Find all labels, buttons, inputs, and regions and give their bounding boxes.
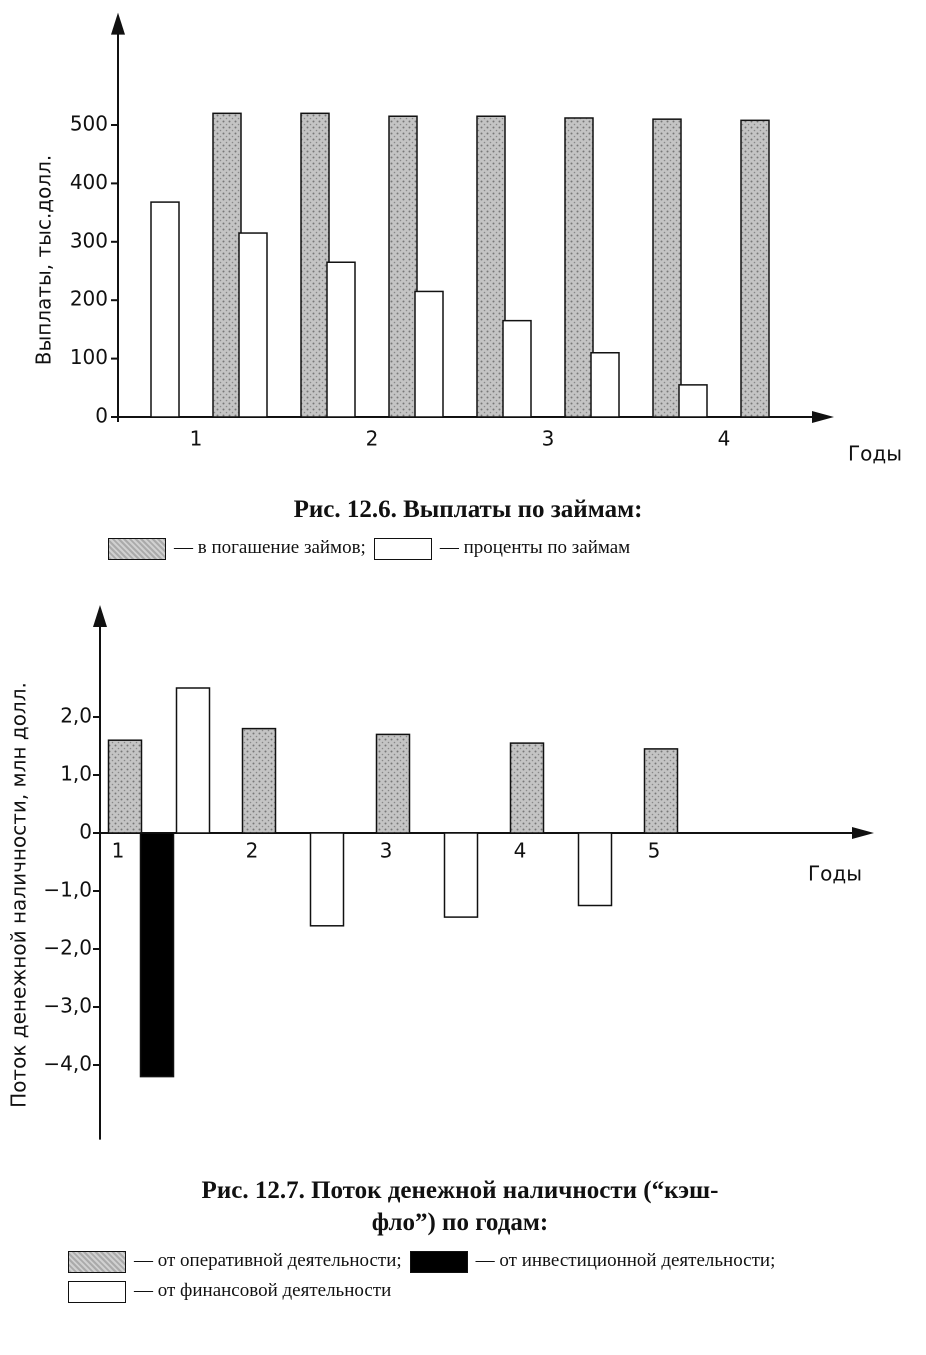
x-arrow: [812, 411, 834, 423]
bar: [577, 832, 613, 907]
y-axis-label: Поток денежной наличности, млн долл.: [7, 682, 31, 1108]
bar: [678, 384, 708, 418]
y-tick-label: 0: [79, 820, 92, 844]
bar: [443, 832, 479, 918]
bar: [107, 739, 143, 834]
legend-label: — проценты по займам: [439, 537, 631, 558]
y-arrow: [93, 605, 107, 627]
bar: [388, 115, 418, 418]
bar: [643, 748, 679, 834]
legend-label: — в погашение займов;: [174, 537, 366, 558]
legend-label: — от инвестиционной деятельности;: [475, 1250, 776, 1271]
x-axis-label: Годы: [848, 442, 902, 466]
y-tick-label: −1,0: [43, 878, 92, 902]
bar: [241, 727, 277, 834]
x-tick-label: 4: [514, 839, 527, 863]
y-tick-label: 500: [70, 112, 108, 136]
bar: [212, 112, 242, 418]
legend-swatch: [409, 1250, 468, 1273]
chart-title: Рис. 12.7. Поток денежной наличности (“к…: [201, 1177, 719, 1236]
bar: [740, 119, 770, 418]
legend-swatch: [373, 537, 432, 560]
bar: [326, 261, 356, 418]
bar: [375, 733, 411, 834]
y-tick-label: 2,0: [60, 704, 92, 728]
y-tick-label: −4,0: [43, 1052, 92, 1076]
x-tick-label: 4: [718, 427, 731, 451]
y-tick-label: −3,0: [43, 994, 92, 1018]
y-tick-label: 100: [70, 345, 108, 369]
bar: [509, 742, 545, 834]
y-tick-label: 300: [70, 228, 108, 252]
legend-swatch: [108, 537, 166, 560]
bar: [238, 232, 268, 418]
x-arrow: [852, 827, 874, 839]
bar: [150, 201, 180, 418]
legend-label: — от финансовой деятельности: [134, 1280, 392, 1301]
bar: [502, 319, 532, 418]
bar: [309, 832, 345, 927]
y-tick-label: −2,0: [43, 936, 92, 960]
y-tick-label: 400: [70, 170, 108, 194]
x-tick-label: 2: [366, 427, 379, 451]
x-tick-label: 1: [112, 839, 125, 863]
chart-title: Рис. 12.6. Выплаты по займам:: [293, 496, 643, 523]
y-arrow: [111, 12, 125, 35]
y-tick-label: 1,0: [60, 762, 92, 786]
y-axis-label: Выплаты, тыс.долл.: [32, 155, 56, 366]
x-tick-label: 3: [542, 427, 555, 451]
x-tick-label: 3: [380, 839, 393, 863]
legend: — в погашение займов; — проценты по займа…: [100, 533, 860, 563]
bar: [414, 290, 444, 418]
bar: [300, 112, 330, 418]
bar: [476, 115, 506, 418]
bar: [564, 117, 594, 418]
x-tick-label: 2: [246, 839, 259, 863]
legend-swatch: [68, 1250, 126, 1273]
legend-label: — от оперативной деятельности;: [134, 1250, 402, 1271]
x-tick-label: 5: [648, 839, 661, 863]
y-tick-label: 200: [70, 287, 108, 311]
x-axis-label: Годы: [808, 862, 862, 886]
bar: [590, 352, 620, 418]
bar: [652, 118, 682, 418]
bar: [139, 832, 175, 1078]
bar: [175, 687, 211, 834]
y-tick-label: 0: [95, 404, 108, 428]
legend: — от оперативной деятельности; — от инвес…: [60, 1246, 820, 1306]
x-tick-label: 1: [190, 427, 203, 451]
legend-swatch: [68, 1280, 126, 1303]
